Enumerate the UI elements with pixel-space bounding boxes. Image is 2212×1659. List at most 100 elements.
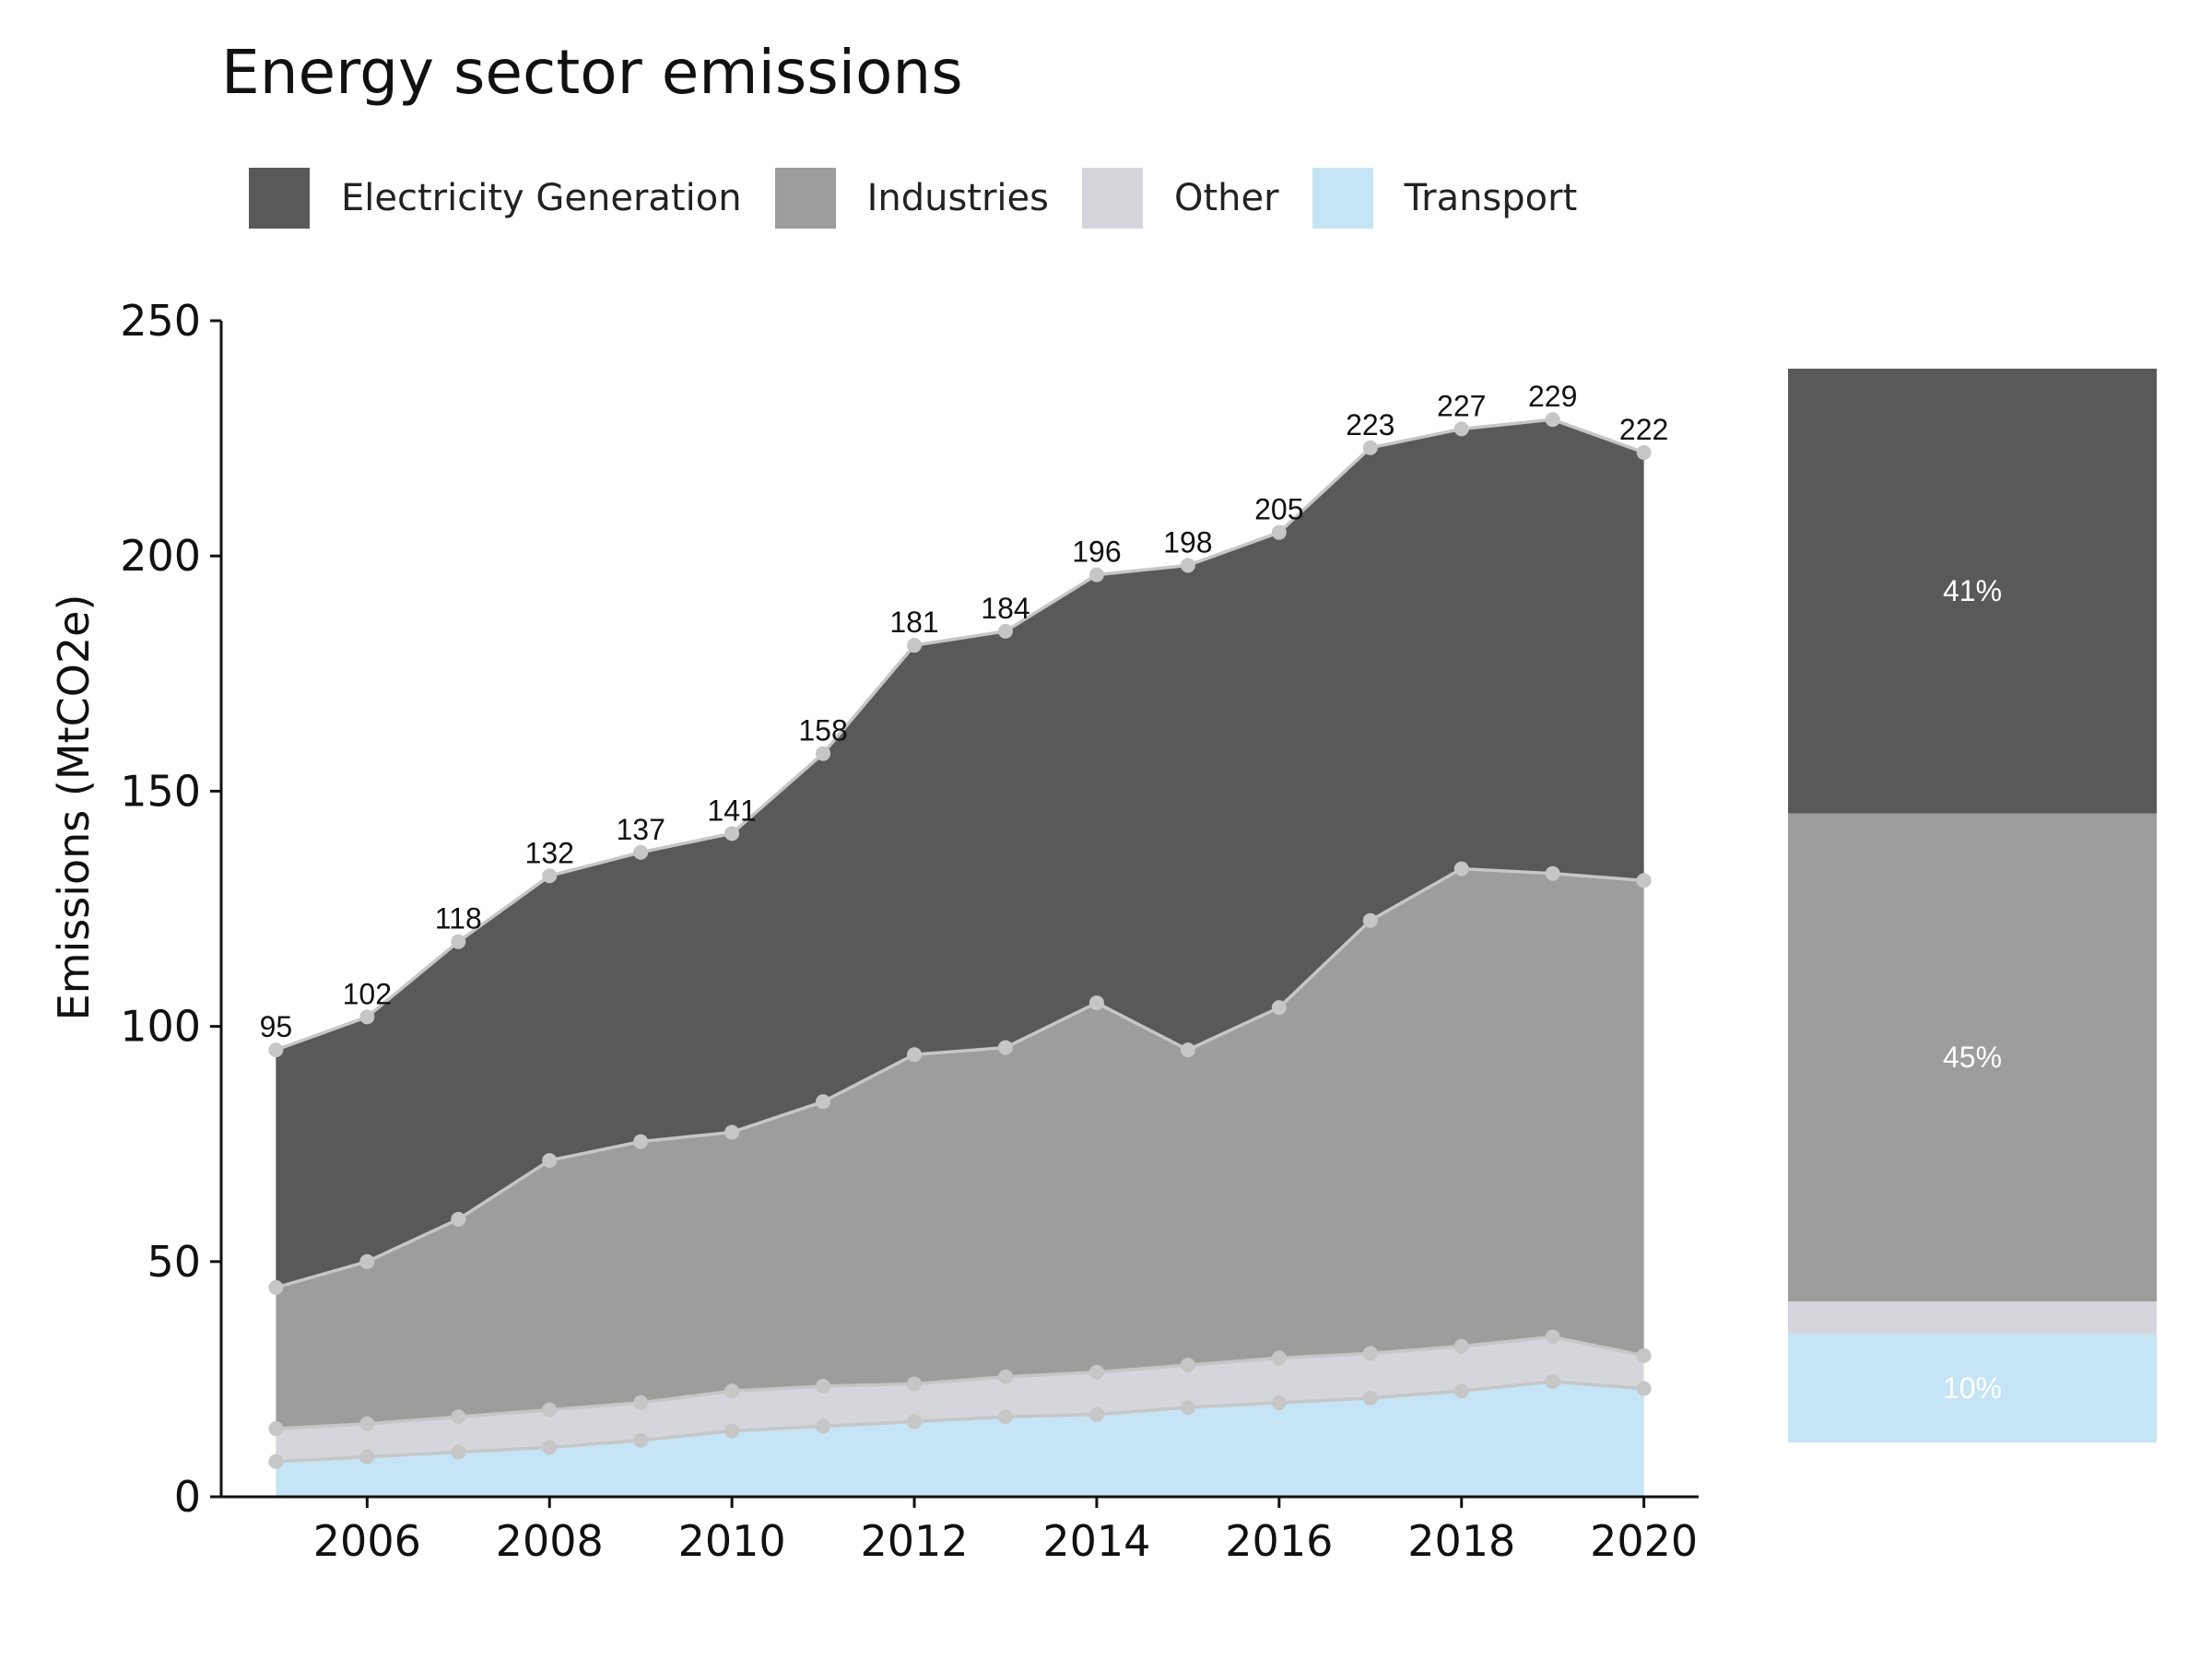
total-label: 223 — [1346, 408, 1394, 441]
series-line-transport — [276, 1380, 1644, 1464]
data-point-electricity-generation — [451, 934, 466, 949]
data-point-electricity-generation — [724, 826, 740, 841]
data-point-industries — [451, 1211, 466, 1227]
total-label: 141 — [707, 794, 756, 827]
data-point-electricity-generation — [1180, 558, 1195, 573]
data-point-industries — [1180, 1042, 1195, 1058]
legend-swatch — [249, 168, 310, 229]
series-line-other — [276, 1335, 1644, 1430]
share-bar-label-electricity-generation: 41% — [1943, 574, 2002, 607]
x-tick-label: 2012 — [860, 1516, 968, 1566]
data-point-industries — [997, 1040, 1013, 1055]
legend-item: Transport — [1312, 168, 1578, 229]
data-point-transport — [451, 1444, 466, 1460]
total-label: 184 — [981, 592, 1030, 625]
data-point-electricity-generation — [907, 638, 923, 653]
data-point-other — [1271, 1350, 1287, 1366]
data-point-industries — [542, 1153, 558, 1169]
total-label: 181 — [889, 606, 938, 639]
data-point-electricity-generation — [268, 1042, 284, 1058]
total-label: 196 — [1072, 535, 1121, 569]
data-point-other — [542, 1402, 558, 1418]
data-point-electricity-generation — [1453, 421, 1469, 437]
share-bar-segment-industries — [1788, 813, 2157, 1302]
x-tick-label: 2016 — [1225, 1516, 1333, 1566]
data-point-other — [359, 1416, 375, 1431]
data-point-electricity-generation — [1362, 440, 1378, 455]
total-label: 229 — [1528, 380, 1577, 413]
data-point-other — [997, 1369, 1013, 1384]
x-tick-label: 2020 — [1590, 1516, 1698, 1566]
x-tick-label: 2010 — [678, 1516, 786, 1566]
legend-label: Transport — [1404, 177, 1578, 219]
total-label: 227 — [1437, 389, 1486, 422]
total-label: 198 — [1163, 525, 1212, 559]
data-point-transport — [1088, 1406, 1104, 1422]
y-tick-label: 250 — [120, 296, 201, 346]
data-point-industries — [359, 1253, 375, 1269]
y-tick-label: 150 — [120, 766, 201, 816]
data-point-industries — [1088, 995, 1104, 1011]
area-transport — [276, 1381, 1644, 1497]
data-point-transport — [1180, 1400, 1195, 1416]
legend-swatch — [1081, 168, 1143, 229]
legend-swatch — [1312, 168, 1373, 229]
data-point-transport — [907, 1414, 923, 1430]
legend-item: Industries — [774, 168, 1049, 229]
area-industries — [276, 868, 1644, 1429]
data-point-transport — [1271, 1394, 1287, 1410]
series-line-electricity-generation — [275, 418, 1645, 1052]
data-point-transport — [816, 1418, 831, 1434]
data-point-transport — [1362, 1390, 1378, 1406]
data-point-industries — [816, 1094, 831, 1110]
data-point-other — [268, 1420, 284, 1436]
data-point-electricity-generation — [997, 623, 1013, 639]
data-point-other — [1362, 1346, 1378, 1361]
data-point-industries — [1271, 1000, 1287, 1016]
y-tick-label: 0 — [174, 1472, 201, 1522]
x-tick-label: 2018 — [1407, 1516, 1515, 1566]
data-point-industries — [633, 1134, 649, 1149]
total-label: 137 — [616, 813, 665, 846]
data-point-industries — [1362, 912, 1378, 928]
data-point-other — [907, 1376, 923, 1392]
area-other — [276, 1336, 1644, 1462]
legend: Electricity Generation Industries Other Tra… — [249, 168, 1610, 229]
total-label: 118 — [435, 902, 482, 935]
data-point-transport — [724, 1423, 740, 1439]
share-bar-label-transport: 10% — [1943, 1371, 2002, 1405]
data-point-other — [451, 1409, 466, 1425]
data-point-industries — [1453, 861, 1469, 877]
share-bar-segment-electricity-generation — [1788, 369, 2157, 814]
data-point-other — [1636, 1347, 1652, 1363]
data-point-industries — [907, 1047, 923, 1063]
data-point-transport — [997, 1409, 1013, 1425]
data-point-electricity-generation — [1545, 412, 1560, 428]
data-point-other — [1180, 1358, 1195, 1373]
data-point-transport — [1545, 1373, 1560, 1389]
data-point-other — [1088, 1364, 1104, 1380]
chart-title: Energy sector emissions — [221, 37, 963, 108]
total-label: 95 — [260, 1010, 293, 1043]
data-point-other — [816, 1379, 831, 1394]
data-point-industries — [724, 1124, 740, 1140]
data-point-electricity-generation — [816, 746, 831, 761]
data-point-transport — [1453, 1383, 1469, 1399]
data-point-electricity-generation — [1088, 567, 1104, 582]
data-point-transport — [633, 1432, 649, 1448]
legend-swatch — [774, 168, 836, 229]
data-point-electricity-generation — [542, 868, 558, 884]
y-tick-label: 200 — [120, 531, 201, 581]
total-label: 132 — [525, 836, 574, 869]
total-label: 205 — [1254, 493, 1303, 526]
share-bar-segment-transport — [1788, 1334, 2157, 1442]
y-tick-label: 50 — [147, 1237, 201, 1287]
y-tick-label: 100 — [120, 1002, 201, 1052]
data-point-industries — [1545, 865, 1560, 881]
area-electricity-generation — [276, 419, 1644, 1288]
y-axis-title: Emissions (MtCO2e) — [49, 594, 99, 1021]
series-line-industries — [275, 866, 1644, 1289]
data-point-other — [724, 1383, 740, 1399]
